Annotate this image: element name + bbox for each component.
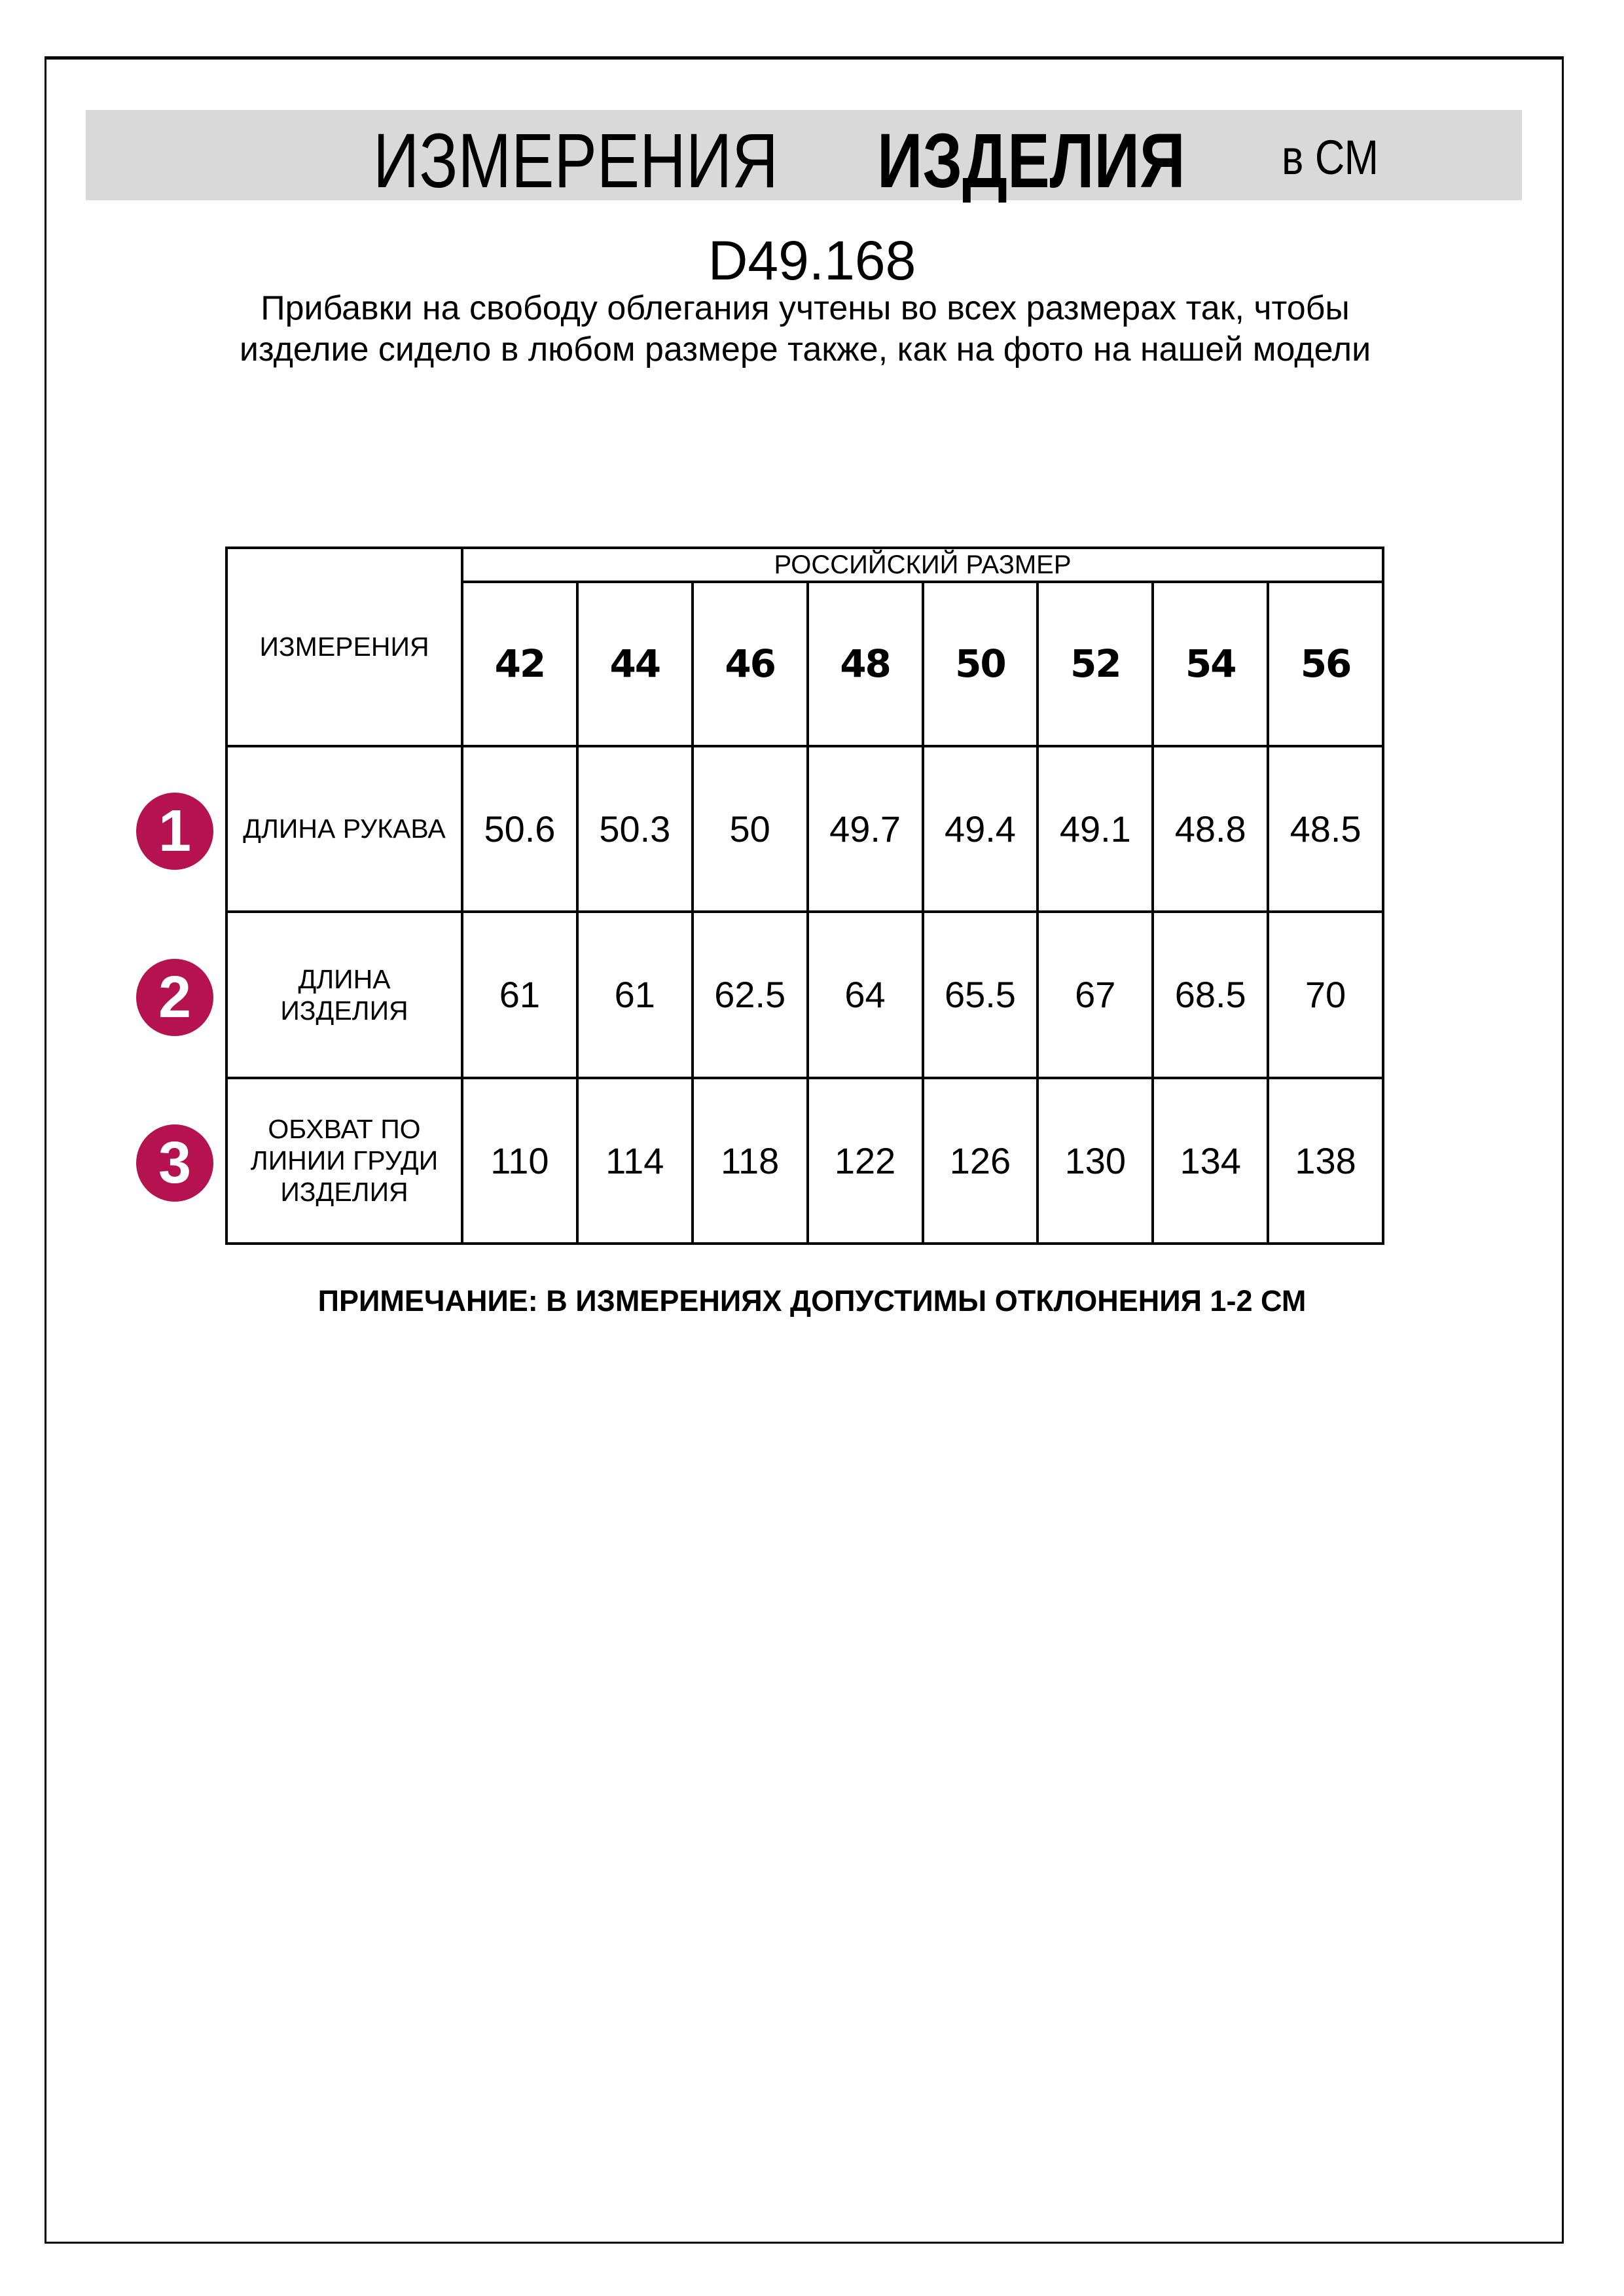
row-label: ДЛИНА ИЗДЕЛИЯ <box>225 910 463 1079</box>
row-number-badge: 3 <box>136 1124 213 1202</box>
value-cell: 50 <box>691 744 809 914</box>
value-cell: 50.3 <box>575 744 694 914</box>
row-number-badge: 1 <box>136 793 213 870</box>
measurements-header: ИЗМЕРЕНИЯ <box>225 547 463 747</box>
size-header: 48 <box>806 581 924 747</box>
size-header: 56 <box>1267 581 1384 747</box>
size-header: 52 <box>1036 581 1155 747</box>
size-group-header: РОССИЙСКИЙ РАЗМЕР <box>461 546 1384 584</box>
size-table: ИЗМЕРЕНИЯ РОССИЙСКИЙ РАЗМЕР 42 44 46 48 50 52… <box>225 546 1384 1245</box>
value-cell: 49.7 <box>806 744 924 914</box>
value-cell: 65.5 <box>921 910 1039 1079</box>
size-header: 54 <box>1151 581 1270 747</box>
table-row: ДЛИНА ИЗДЕЛИЯ 61 61 62.5 64 65.5 67 68.5 70 <box>225 910 1384 1079</box>
value-cell: 49.1 <box>1036 744 1155 914</box>
value-cell: 49.4 <box>921 744 1039 914</box>
value-cell: 67 <box>1036 910 1155 1079</box>
row-label: ДЛИНА РУКАВА <box>225 744 463 914</box>
title-part1: ИЗМЕРЕНИЯ <box>373 118 778 204</box>
row-number-badge: 2 <box>136 959 213 1036</box>
size-header: 42 <box>461 581 579 747</box>
value-cell: 110 <box>461 1076 579 1245</box>
value-cell: 118 <box>691 1076 809 1245</box>
row-label: ОБХВАТ ПО ЛИНИИ ГРУДИ ИЗДЕЛИЯ <box>225 1076 463 1245</box>
value-cell: 126 <box>921 1076 1039 1245</box>
title-part2: ИЗДЕЛИЯ <box>877 118 1185 204</box>
size-header: 46 <box>691 581 809 747</box>
value-cell: 61 <box>575 910 694 1079</box>
title-banner <box>86 110 1522 200</box>
table-row: ОБХВАТ ПО ЛИНИИ ГРУДИ ИЗДЕЛИЯ 110 114 118 122 1… <box>225 1076 1384 1245</box>
size-header: 44 <box>575 581 694 747</box>
value-cell: 48.5 <box>1267 744 1384 914</box>
value-cell: 138 <box>1267 1076 1384 1245</box>
value-cell: 130 <box>1036 1076 1155 1245</box>
product-code: D49.168 <box>708 230 916 291</box>
table-row: ДЛИНА РУКАВА 50.6 50.3 50 49.7 49.4 49.1 48.8 48… <box>225 744 1384 914</box>
page-frame <box>45 56 1564 2244</box>
value-cell: 114 <box>575 1076 694 1245</box>
value-cell: 70 <box>1267 910 1384 1079</box>
value-cell: 134 <box>1151 1076 1270 1245</box>
value-cell: 68.5 <box>1151 910 1270 1079</box>
value-cell: 50.6 <box>461 744 579 914</box>
title-unit: в СМ <box>1282 130 1379 185</box>
value-cell: 64 <box>806 910 924 1079</box>
value-cell: 62.5 <box>691 910 809 1079</box>
size-header: 50 <box>921 581 1039 747</box>
header-row: ИЗМЕРЕНИЯ РОССИЙСКИЙ РАЗМЕР <box>225 546 1384 747</box>
value-cell: 122 <box>806 1076 924 1245</box>
value-cell: 61 <box>461 910 579 1079</box>
description: Прибавки на свободу облегания учтены во … <box>239 289 1371 368</box>
note: ПРИМЕЧАНИЕ: В ИЗМЕРЕНИЯХ ДОПУСТИМЫ ОТКЛО… <box>317 1284 1307 1318</box>
value-cell: 48.8 <box>1151 744 1270 914</box>
sizes-row: 42 44 46 48 50 52 54 56 <box>226 581 1384 747</box>
